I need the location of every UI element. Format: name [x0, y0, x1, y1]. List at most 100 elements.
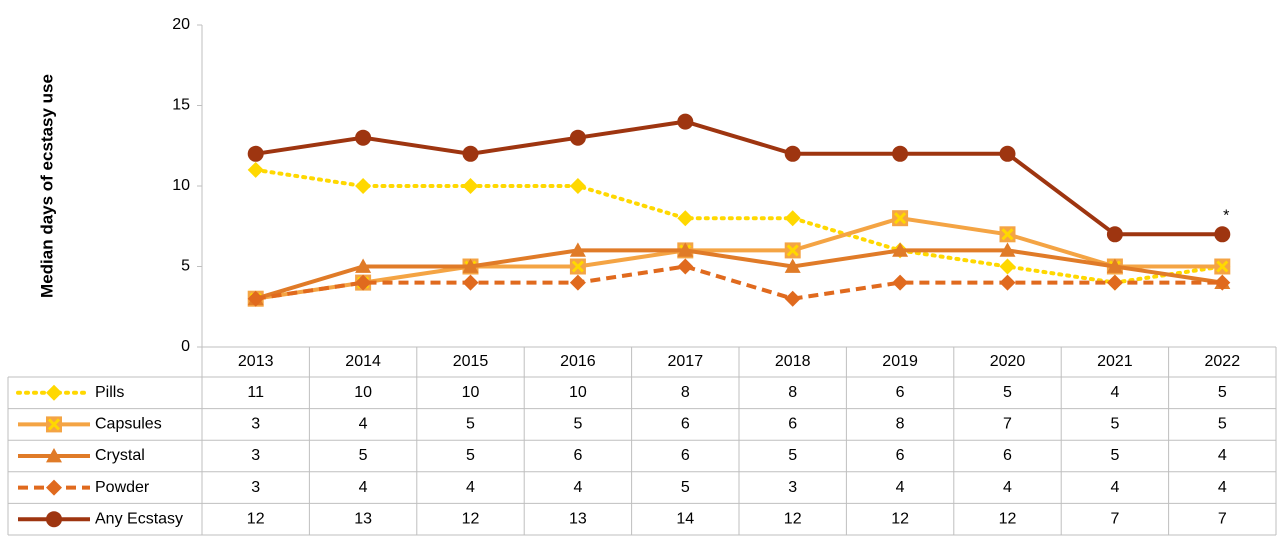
table-value: 6 — [896, 384, 905, 401]
table-value: 6 — [1003, 447, 1012, 464]
marker — [462, 178, 479, 194]
table-value: 4 — [359, 416, 368, 433]
marker — [462, 258, 479, 273]
table-value: 5 — [466, 447, 475, 464]
marker — [784, 210, 801, 227]
marker-x — [1216, 260, 1229, 273]
marker — [569, 274, 586, 291]
marker — [677, 258, 694, 275]
table-value: 5 — [573, 416, 582, 433]
table-value: 4 — [896, 479, 905, 496]
marker — [569, 242, 586, 257]
marker-x — [894, 212, 907, 225]
legend-label: Crystal — [95, 447, 145, 464]
marker — [355, 274, 372, 291]
marker — [999, 258, 1016, 275]
marker — [355, 258, 372, 273]
marker — [892, 242, 909, 257]
table-value: 14 — [676, 510, 694, 527]
table-value: 6 — [681, 447, 690, 464]
marker — [247, 161, 264, 178]
x-tick-label: 2022 — [1205, 353, 1241, 370]
x-tick-label: 2013 — [238, 353, 274, 370]
legend-marker — [46, 511, 62, 528]
marker-x — [1001, 228, 1014, 241]
table-value: 12 — [462, 510, 480, 527]
table-value: 12 — [247, 510, 265, 527]
series-line — [253, 167, 1225, 285]
legend-label: Capsules — [95, 416, 162, 433]
table-value: 8 — [788, 384, 797, 401]
marker — [247, 290, 264, 307]
marker — [677, 242, 694, 257]
x-tick-label: 2014 — [345, 353, 381, 370]
legend-label: Powder — [95, 479, 150, 496]
legend-marker — [46, 416, 62, 433]
series-line — [255, 248, 1223, 301]
y-axis-label: Median days of ecstasy use — [37, 74, 56, 298]
marker — [1214, 258, 1231, 275]
y-tick-label: 10 — [172, 177, 190, 194]
table-value: 4 — [466, 479, 475, 496]
marker-x — [571, 260, 584, 273]
marker — [999, 242, 1016, 257]
legend-marker — [46, 479, 62, 496]
table-value: 10 — [354, 384, 372, 401]
x-tick-label: 2017 — [668, 353, 704, 370]
marker — [1214, 274, 1231, 291]
table-value: 7 — [1218, 510, 1227, 527]
table-value: 4 — [359, 479, 368, 496]
table-value: 3 — [251, 416, 260, 433]
series-line — [255, 119, 1223, 237]
marker — [892, 145, 909, 162]
table-value: 6 — [896, 447, 905, 464]
marker — [784, 145, 801, 162]
table-value: 11 — [247, 384, 264, 401]
table-value: 12 — [784, 510, 802, 527]
table-value: 12 — [891, 510, 909, 527]
legend-marker — [46, 384, 62, 401]
table-value: 5 — [1110, 447, 1119, 464]
y-tick-label: 15 — [172, 97, 190, 114]
table-value: 7 — [1110, 510, 1119, 527]
table-value: 3 — [251, 479, 260, 496]
marker-x — [47, 418, 61, 431]
y-tick-label: 20 — [172, 16, 190, 33]
table-value: 4 — [1218, 447, 1227, 464]
table-value: 5 — [466, 416, 475, 433]
marker — [569, 258, 586, 275]
x-tick-label: 2019 — [882, 353, 918, 370]
table-value: 3 — [251, 447, 260, 464]
y-tick-label: 5 — [181, 258, 190, 275]
legend-marker — [46, 448, 62, 463]
marker — [892, 274, 909, 291]
series-line — [255, 216, 1223, 301]
table-value: 12 — [999, 510, 1017, 527]
series-line — [255, 264, 1223, 301]
marker — [677, 113, 694, 130]
table-value: 4 — [1003, 479, 1012, 496]
table-value: 5 — [359, 447, 368, 464]
legend-label: Pills — [95, 384, 124, 401]
table-value: 4 — [1218, 479, 1227, 496]
marker — [677, 210, 694, 227]
marker — [1106, 258, 1123, 273]
table-value: 5 — [788, 447, 797, 464]
x-tick-label: 2016 — [560, 353, 596, 370]
marker — [999, 145, 1016, 162]
table-value: 4 — [573, 479, 582, 496]
marker — [569, 129, 586, 146]
marker — [247, 145, 264, 162]
marker — [462, 274, 479, 291]
marker — [1106, 226, 1123, 243]
table-value: 5 — [1003, 384, 1012, 401]
table-value: 4 — [1110, 479, 1119, 496]
table-value: 13 — [354, 510, 372, 527]
table-value: 7 — [1003, 416, 1012, 433]
marker — [355, 129, 372, 146]
table-value: 8 — [681, 384, 690, 401]
table-value: 6 — [681, 416, 690, 433]
marker — [355, 178, 372, 194]
marker — [1214, 226, 1231, 243]
table-value: 6 — [573, 447, 582, 464]
